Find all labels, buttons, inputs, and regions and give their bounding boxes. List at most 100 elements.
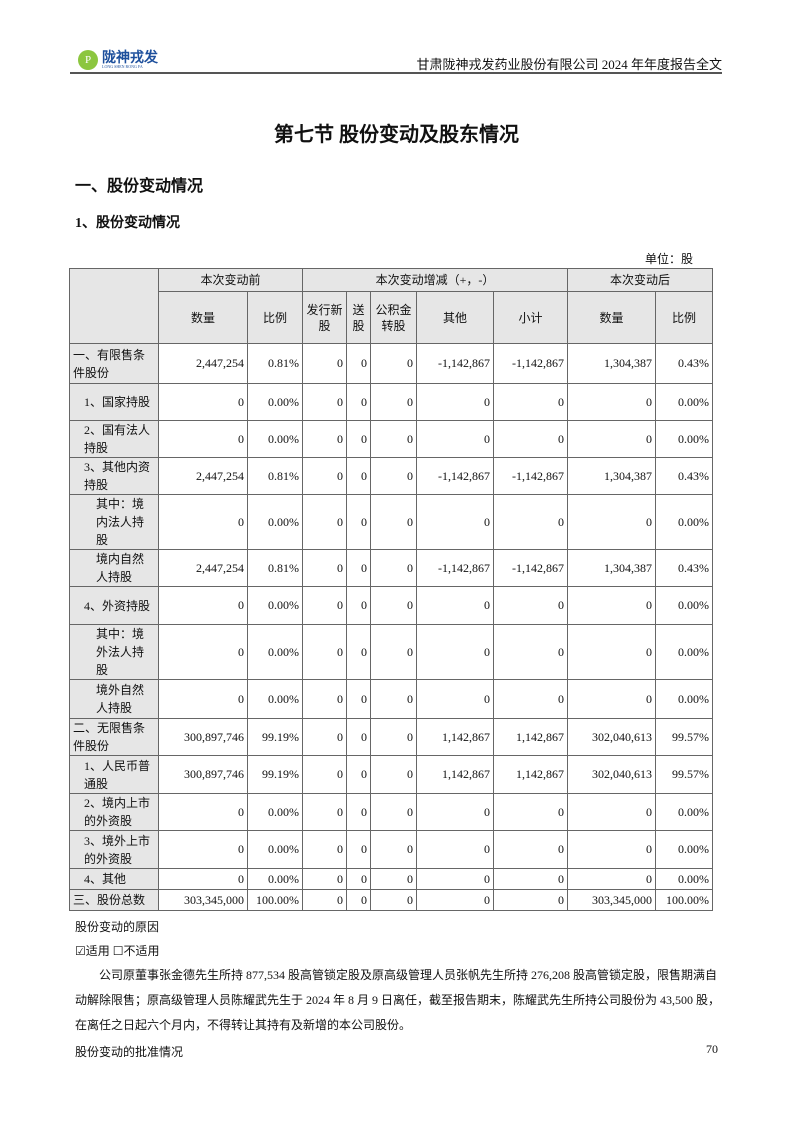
table-cell: 302,040,613 [567,755,656,794]
table-cell: 0 [346,718,371,756]
table-cell: 100.00% [655,889,713,911]
table-cell: 1,142,867 [493,718,568,756]
table-cell: 0.00% [655,793,713,831]
table-cell: 0 [416,494,494,550]
table-cell: -1,142,867 [416,549,494,587]
logo-subtext: LONG SHEN RONG FA [102,64,143,69]
table-cell: 0 [416,889,494,911]
table-cell: 0 [302,755,347,794]
table-cell: 0 [302,793,347,831]
table-row: 1、人民币普通股 300,897,746 99.19% 0 0 0 1,142,867 1,1… [69,755,713,794]
table-cell: 0 [416,586,494,625]
table-cell: 0 [370,679,417,719]
table-row: 3、其他内资持股 2,447,254 0.81% 0 0 0 -1,142,867 -1,14… [69,457,713,495]
table-cell: 0.00% [247,793,303,831]
table-cell: 0.00% [247,624,303,680]
table-cell: 1,304,387 [567,343,656,384]
table-cell: 302,040,613 [567,718,656,756]
table-cell: 0.43% [655,457,713,495]
table-cell: 0.00% [247,679,303,719]
heading-3: 1、股份变动情况 [75,216,180,231]
table-cell: 0 [567,420,656,458]
page-header: P 陇神戎发 LONG SHEN RONG FA 甘肃陇神戎发药业股份有限公司 … [70,48,722,74]
row-label: 境内自然人持股 [69,549,159,587]
reason-paragraph: 公司原董事张金德先生所持 877,534 股高管锁定股及原高级管理人员张帆先生所… [75,968,721,1032]
table-cell: 99.19% [247,718,303,756]
table-cell: 0.00% [247,383,303,421]
table-cell: 0 [567,494,656,550]
table-cell: 0 [302,718,347,756]
table-cell: 0 [416,679,494,719]
table-row: 2、境内上市的外资股 0 0.00% 0 0 0 0 0 0 0.00% [69,793,713,831]
table-cell: 0.00% [655,420,713,458]
table-cell: 0 [493,383,568,421]
table-cell: 0 [346,457,371,495]
row-label: 1、人民币普通股 [69,755,159,794]
table-cell: 0.00% [655,830,713,869]
table-cell: -1,142,867 [493,457,568,495]
table-cell: 0.43% [655,343,713,384]
table-cell: 0 [493,889,568,911]
table-cell: 0 [302,889,347,911]
table-cell: 0 [493,586,568,625]
table-cell: 100.00% [247,889,303,911]
table-cell: 0 [567,793,656,831]
table-cell: 0 [416,624,494,680]
group-header: 本次变动后 [567,268,713,292]
table-cell: 0 [370,755,417,794]
table-cell: 0 [346,793,371,831]
table-cell: 0 [158,494,248,550]
table-cell: 0.00% [247,830,303,869]
share-change-table: 本次变动前 本次变动增减（+，-） 本次变动后 数量 比例 发行新股 送股 公积金转股其… [69,268,713,911]
table-cell: 0 [346,830,371,869]
table-cell: 0 [370,889,417,911]
table-row: 三、股份总数 303,345,000 100.00% 0 0 0 0 0 303,345,000… [69,889,713,911]
header-title: 甘肃陇神戎发药业股份有限公司 2024 年年度报告全文 [416,57,722,72]
table-cell: 0 [493,679,568,719]
column-header: 数量 [567,291,656,344]
row-label: 4、其他 [69,868,159,890]
table-cell: 0 [370,494,417,550]
table-cell: 0.00% [655,494,713,550]
table-row: 境外自然人持股 0 0.00% 0 0 0 0 0 0 0.00% [69,679,713,719]
table-cell: 0.00% [247,586,303,625]
table-cell: 2,447,254 [158,457,248,495]
table-cell: 300,897,746 [158,718,248,756]
logo-text: 陇神戎发 [102,50,158,66]
table-row: 4、外资持股 0 0.00% 0 0 0 0 0 0 0.00% [69,586,713,625]
table-cell: 0 [493,494,568,550]
table-cell: 0 [370,718,417,756]
table-row: 2、国有法人持股 0 0.00% 0 0 0 0 0 0 0.00% [69,420,713,458]
group-header: 本次变动增减（+，-） [302,268,568,292]
table-cell: 0 [567,679,656,719]
table-cell: 303,345,000 [567,889,656,911]
table-cell: 0.81% [247,343,303,384]
row-label: 4、外资持股 [69,586,159,625]
table-cell: 303,345,000 [158,889,248,911]
applicable-checkbox: ☑适用 ☐不适用 [75,944,160,958]
approval-label: 股份变动的批准情况 [75,1045,184,1059]
table-cell: 0 [370,624,417,680]
table-cell: 0 [346,383,371,421]
table-cell: 0.00% [655,586,713,625]
table-cell: 0 [370,868,417,890]
table-cell: 0.00% [655,624,713,680]
table-row: 境内自然人持股 2,447,254 0.81% 0 0 0 -1,142,867 -1,142… [69,549,713,587]
table-cell: 0 [370,420,417,458]
table-cell: 0 [370,343,417,384]
table-cell: 0 [158,868,248,890]
table-cell: 0 [346,420,371,458]
table-cell: 0 [346,889,371,911]
table-cell: 0.00% [247,868,303,890]
row-label: 2、国有法人持股 [69,420,159,458]
table-row: 4、其他 0 0.00% 0 0 0 0 0 0 0.00% [69,868,713,890]
table-cell: 300,897,746 [158,755,248,794]
row-label: 一、有限售条件股份 [69,343,159,384]
heading-2: 一、股份变动情况 [75,178,204,195]
row-label: 二、无限售条件股份 [69,718,159,756]
table-cell: 0 [370,383,417,421]
corner-header [69,268,159,344]
table-cell: 0.00% [655,383,713,421]
table-cell: 0 [493,868,568,890]
page-number: 70 [706,1042,718,1056]
